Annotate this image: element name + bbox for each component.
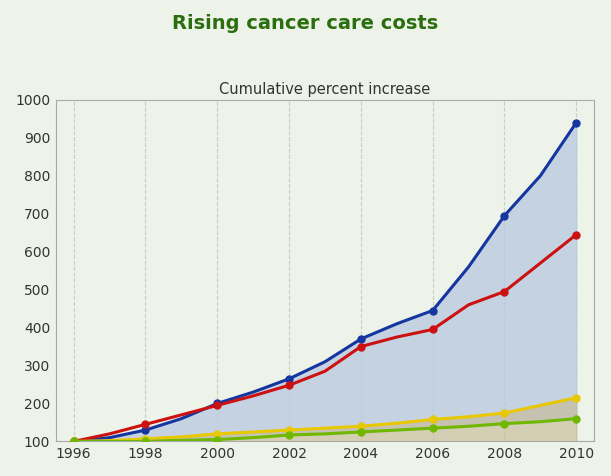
Text: Rising cancer care costs: Rising cancer care costs	[172, 14, 439, 33]
Title: Cumulative percent increase: Cumulative percent increase	[219, 82, 431, 97]
